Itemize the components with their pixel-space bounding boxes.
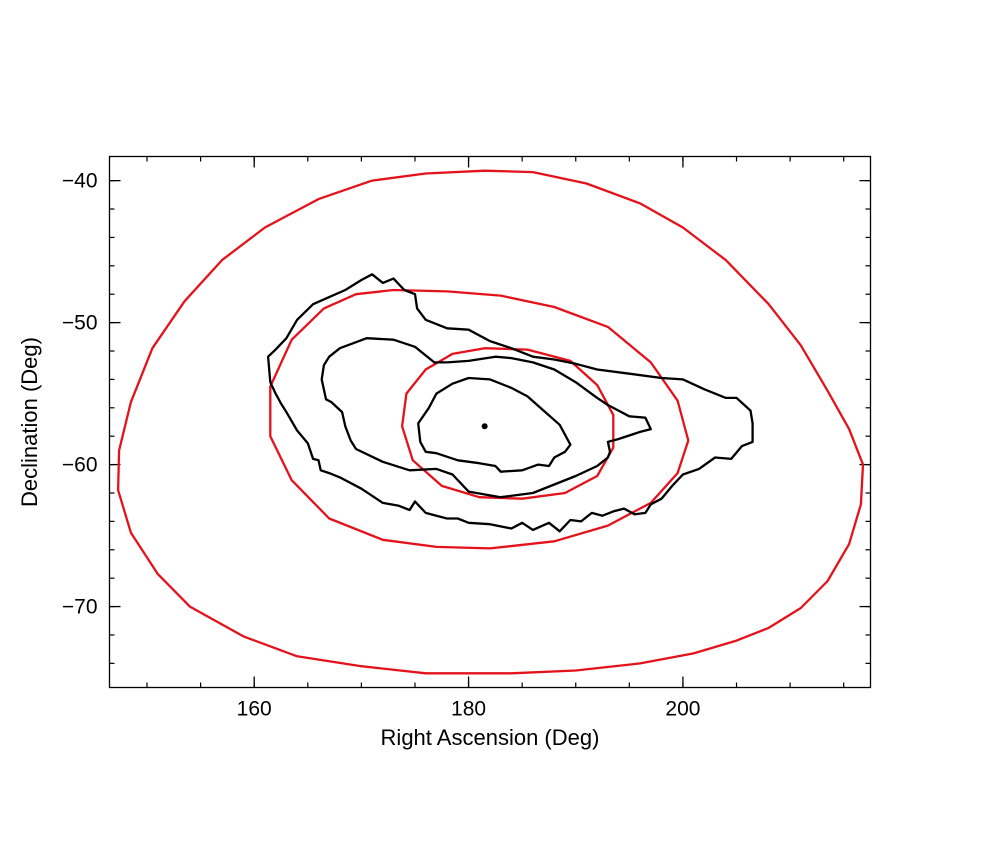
black-contour-4 <box>320 337 652 499</box>
x-tick-label: 180 <box>451 698 486 721</box>
plot-frame <box>108 155 872 689</box>
black-contour-5 <box>417 376 572 473</box>
black-contour-3 <box>266 273 754 533</box>
center-point <box>481 423 488 430</box>
x-tick-label: 160 <box>237 698 272 721</box>
red-contour-2 <box>400 347 615 500</box>
y-tick-label: −70 <box>62 596 98 619</box>
contour-series-group <box>116 169 865 675</box>
y-axis-label: Declination (Deg) <box>17 337 42 507</box>
x-axis-label: Right Ascension (Deg) <box>381 725 600 750</box>
x-tick-label: 200 <box>665 698 700 721</box>
red-contour-0 <box>116 169 865 675</box>
y-tick-label: −60 <box>62 454 98 477</box>
y-tick-label: −40 <box>62 170 98 193</box>
center-point-group <box>481 423 488 430</box>
axes: 160 180 200 −40 −50 −60 −70 <box>62 156 871 721</box>
red-contour-1 <box>269 288 690 550</box>
y-tick-label: −50 <box>62 312 98 335</box>
